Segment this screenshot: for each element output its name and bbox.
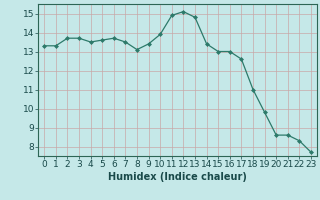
- X-axis label: Humidex (Indice chaleur): Humidex (Indice chaleur): [108, 172, 247, 182]
